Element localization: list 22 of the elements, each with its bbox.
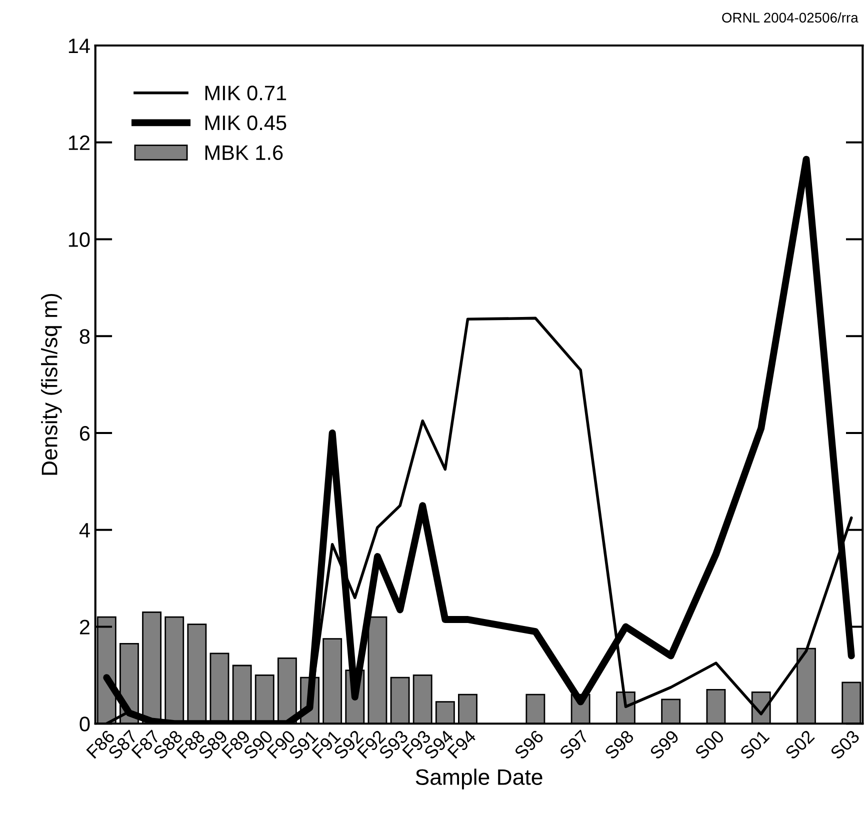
y-tick-label: 8 — [80, 329, 90, 344]
x-tick-label: S96 — [514, 729, 544, 760]
y-tick-label: 14 — [68, 38, 90, 54]
legend-label: MBK 1.6 — [205, 145, 283, 160]
legend-label: MIK 0.71 — [205, 86, 286, 100]
x-tick-label: S99 — [649, 729, 680, 760]
x-tick-label: S97 — [558, 729, 590, 760]
x-tick-label: S02 — [784, 729, 815, 760]
legend-label: MIK 0.45 — [205, 115, 286, 130]
x-tick-label: S01 — [739, 729, 770, 760]
y-tick-label: 2 — [80, 620, 90, 634]
y-tick-label: 6 — [80, 426, 90, 441]
y-tick-label: 4 — [79, 523, 90, 538]
y-tick-label: 10 — [68, 232, 90, 247]
x-axis-title: Sample Date — [416, 768, 542, 790]
x-tick-label: S98 — [604, 729, 635, 760]
x-tick-label: S00 — [694, 729, 725, 760]
y-tick-label: 12 — [68, 135, 90, 150]
y-tick-label: 0 — [80, 716, 90, 732]
x-tick-label: S03 — [830, 729, 860, 760]
y-axis-title: Density (fish/sq m) — [41, 294, 62, 475]
text: ORNL 2004-02506/rra — [722, 12, 858, 23]
